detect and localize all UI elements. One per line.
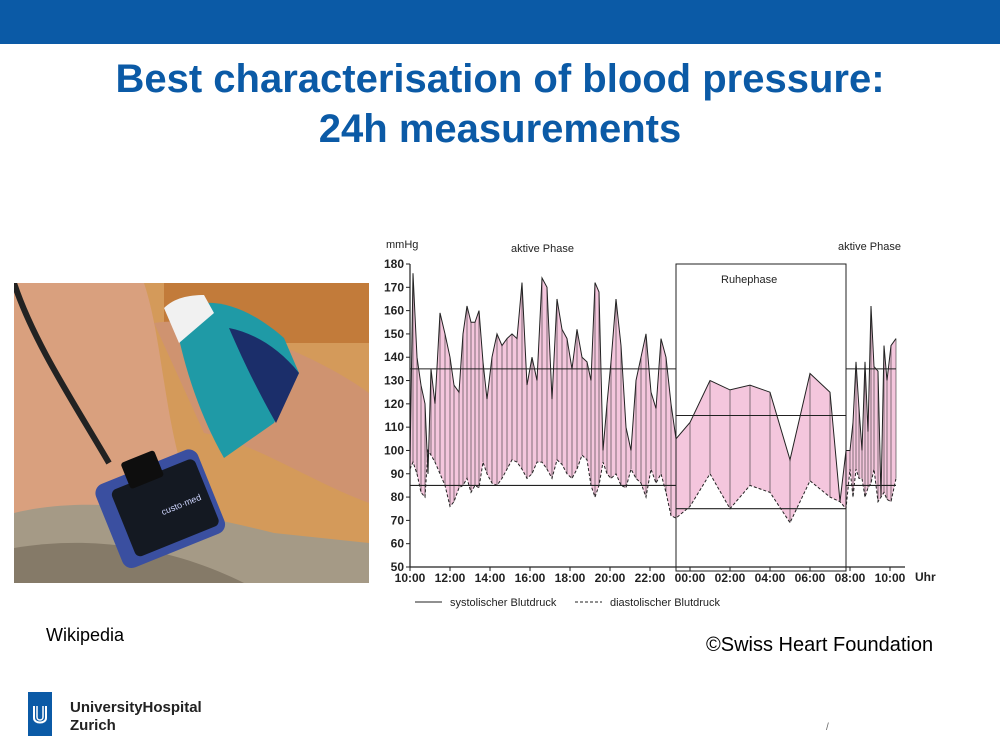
x-tick-label: 20:00 [595, 571, 626, 585]
slide-title: Best characterisation of blood pressure:… [0, 54, 1000, 154]
org-line-1: UniversityHospital [70, 699, 202, 716]
x-tick-label: 12:00 [435, 571, 466, 585]
x-tick-label: 10:00 [875, 571, 906, 585]
legend-systolic: systolischer Blutdruck [450, 597, 557, 609]
legend-diastolic: diastolischer Blutdruck [610, 597, 721, 609]
annotation-rest-phase: Ruhephase [721, 274, 777, 286]
chart-source-caption: ©Swiss Heart Foundation [706, 634, 934, 656]
monitor-photo: custo·med [14, 283, 369, 583]
organization-name: UniversityHospital Zurich [70, 699, 202, 735]
y-axis-label: mmHg [386, 239, 418, 251]
rest-phase-box [675, 263, 847, 572]
x-tick-label: 14:00 [475, 571, 506, 585]
x-tick-label: 16:00 [515, 571, 546, 585]
y-tick-label: 170 [384, 280, 404, 294]
x-tick-label: 02:00 [715, 571, 746, 585]
org-line-2: Zurich [70, 717, 116, 734]
y-tick-label: 150 [384, 327, 404, 341]
x-tick-label: 10:00 [395, 571, 426, 585]
page-mark: / [826, 722, 829, 733]
y-tick-label: 120 [384, 397, 404, 411]
x-axis-unit: Uhr [915, 570, 936, 584]
y-tick-label: 50 [391, 560, 405, 574]
bp-range-fill [410, 273, 896, 523]
annotation-active-phase-right: aktive Phase [838, 241, 901, 253]
y-tick-label: 60 [391, 537, 405, 551]
x-tick-label: 04:00 [755, 571, 786, 585]
top-bar [0, 0, 1000, 44]
y-tick-label: 70 [391, 513, 405, 527]
x-tick-label: 22:00 [635, 571, 666, 585]
x-tick-label: 06:00 [795, 571, 826, 585]
photo-caption: Wikipedia [46, 625, 125, 645]
annotation-active-phase-left: aktive Phase [511, 243, 574, 255]
y-tick-label: 100 [384, 443, 404, 457]
y-tick-label: 80 [391, 490, 405, 504]
systolic-line [409, 273, 897, 502]
title-line-2: 24h measurements [318, 107, 682, 151]
y-tick-label: 90 [391, 467, 405, 481]
y-tick-label: 140 [384, 350, 404, 364]
title-line-1: Best characterisation of blood pressure: [115, 57, 885, 101]
y-tick-label: 130 [384, 374, 404, 388]
y-tick-label: 160 [384, 304, 404, 318]
y-tick-label: 110 [385, 420, 405, 434]
x-tick-label: 18:00 [555, 571, 586, 585]
bp-24h-chart: mmHg aktive Phase aktive Phase Ruhephase… [384, 239, 936, 609]
diastolic-line [409, 448, 897, 524]
x-tick-label: 00:00 [675, 571, 706, 585]
x-tick-label: 08:00 [835, 571, 866, 585]
y-tick-label: 180 [384, 257, 404, 271]
usz-logo [28, 692, 52, 736]
